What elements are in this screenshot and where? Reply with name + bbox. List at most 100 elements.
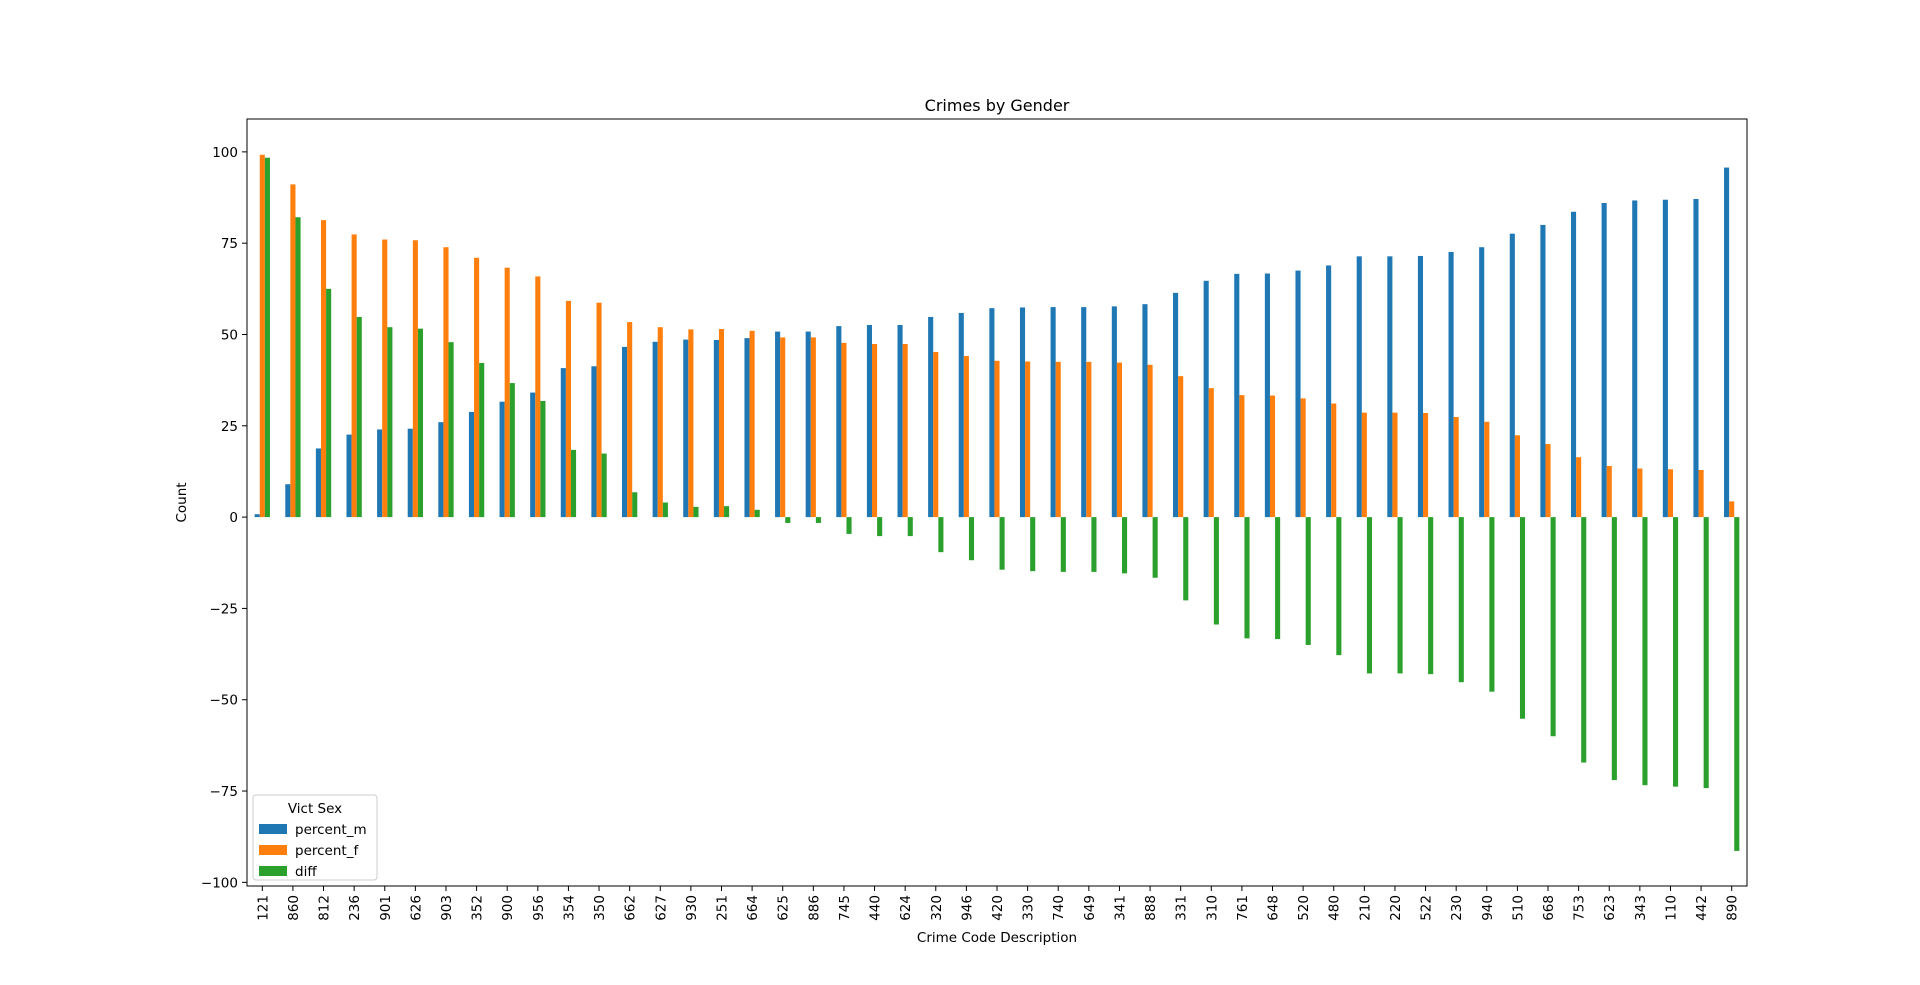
x-tick-label-440: 440: [868, 895, 884, 921]
legend-box: [252, 794, 378, 881]
x-tick-label-761: 761: [1235, 895, 1251, 921]
x-tick-label-520: 520: [1296, 895, 1312, 921]
bar-percent_f-510: [1514, 435, 1520, 518]
x-tick-label-320: 320: [929, 895, 945, 921]
bar-percent_f-522: [1423, 413, 1429, 518]
y-tick-label: −100: [201, 875, 238, 891]
bar-percent_m-740: [1050, 307, 1056, 518]
x-tick-label-442: 442: [1694, 895, 1710, 921]
bar-percent_m-664: [744, 338, 750, 518]
x-tick-label-745: 745: [837, 895, 853, 921]
bar-diff-761: [1244, 517, 1250, 639]
bar-percent_f-956: [535, 276, 541, 518]
bar-percent_f-662: [627, 322, 633, 518]
y-tick-label: 100: [212, 145, 238, 161]
x-tick-label-649: 649: [1082, 895, 1098, 921]
bar-percent_f-886: [810, 337, 816, 518]
bar-diff-626: [417, 328, 424, 518]
bar-diff-310: [1213, 517, 1219, 625]
x-tick-label-648: 648: [1266, 895, 1282, 921]
bar-percent_f-930: [688, 329, 694, 518]
bar-percent_m-343: [1632, 200, 1638, 518]
bar-percent_f-520: [1300, 398, 1306, 518]
bar-diff-627: [662, 502, 668, 518]
x-tick-label-753: 753: [1572, 895, 1588, 921]
bar-percent_m-121: [254, 514, 260, 518]
bar-diff-901: [387, 327, 393, 518]
x-tick-label-236: 236: [347, 895, 363, 921]
bar-percent_f-900: [504, 267, 510, 518]
bar-percent_m-626: [407, 428, 413, 518]
bar-percent_m-354: [560, 368, 566, 518]
bar-percent_f-627: [657, 327, 663, 518]
bar-diff-745: [846, 517, 852, 534]
x-tick-label-626: 626: [408, 895, 424, 921]
bar-diff-668: [1550, 517, 1556, 737]
bar-percent_m-901: [377, 429, 383, 518]
y-axis-label: Count: [174, 482, 190, 522]
x-tick-label-812: 812: [317, 895, 333, 921]
x-tick-label-668: 668: [1541, 895, 1557, 921]
bar-diff-510: [1519, 517, 1526, 719]
bar-percent_f-940: [1484, 421, 1490, 518]
bar-percent_m-420: [989, 308, 995, 518]
x-tick-label-251: 251: [714, 895, 730, 921]
bar-diff-343: [1642, 517, 1648, 786]
bar-percent_m-649: [1081, 307, 1087, 518]
bar-percent_f-251: [718, 329, 725, 518]
bar-percent_f-236: [351, 234, 357, 518]
x-tick-label-350: 350: [592, 895, 608, 921]
bar-percent_m-236: [346, 434, 352, 518]
x-tick-label-420: 420: [990, 895, 1006, 921]
bar-percent_m-230: [1448, 251, 1454, 518]
x-axis: 121 860 812 236 901 626 903 352 900 956 354 350 662 6…: [255, 886, 1741, 921]
bar-diff-903: [448, 342, 454, 518]
bar-percent_m-648: [1264, 273, 1270, 518]
bar-percent_f-331: [1178, 376, 1184, 518]
bar-percent_f-121: [259, 154, 265, 518]
bar-diff-210: [1366, 517, 1372, 674]
bar-diff-812: [326, 288, 332, 518]
bar-percent_f-668: [1545, 444, 1551, 518]
bar-percent_m-745: [836, 326, 842, 518]
bar-percent_f-220: [1392, 412, 1398, 518]
bar-percent_f-354: [565, 300, 571, 518]
bar-percent_f-740: [1055, 361, 1061, 518]
bar-diff-662: [632, 492, 638, 518]
x-tick-label-330: 330: [1021, 895, 1037, 921]
bar-percent_m-812: [315, 448, 321, 518]
x-tick-label-230: 230: [1449, 895, 1465, 921]
y-tick-label: 50: [221, 327, 238, 343]
bar-percent_f-812: [320, 220, 327, 518]
bar-percent_f-888: [1147, 364, 1153, 518]
x-tick-label-888: 888: [1143, 895, 1159, 921]
bar-percent_f-753: [1576, 457, 1582, 518]
bar-diff-320: [938, 517, 944, 553]
legend-title: Vict Sex: [288, 801, 342, 817]
x-tick-label-930: 930: [684, 895, 700, 921]
bar-percent_m-330: [1019, 307, 1026, 518]
bar-percent_f-761: [1239, 395, 1245, 518]
x-tick-label-901: 901: [378, 895, 394, 921]
bar-percent_m-480: [1326, 265, 1332, 518]
bar-diff-480: [1336, 517, 1342, 656]
bar-percent_f-903: [443, 247, 449, 518]
bar-percent_m-110: [1662, 199, 1668, 518]
x-tick-label-900: 900: [500, 895, 516, 921]
x-tick-label-522: 522: [1419, 895, 1435, 921]
bar-percent_m-522: [1417, 255, 1424, 518]
x-tick-label-664: 664: [745, 895, 761, 921]
x-tick-label-480: 480: [1327, 895, 1343, 921]
bar-percent_f-901: [382, 239, 388, 518]
bar-diff-649: [1091, 517, 1097, 572]
bar-diff-121: [264, 157, 270, 518]
x-tick-label-627: 627: [653, 895, 669, 921]
bar-diff-860: [295, 217, 301, 518]
legend-swatch-percent_m: [259, 824, 287, 834]
bar-percent_m-888: [1142, 304, 1148, 518]
x-tick-label-352: 352: [470, 895, 486, 921]
bar-percent_m-320: [928, 316, 934, 518]
bar-percent_m-341: [1111, 306, 1117, 518]
